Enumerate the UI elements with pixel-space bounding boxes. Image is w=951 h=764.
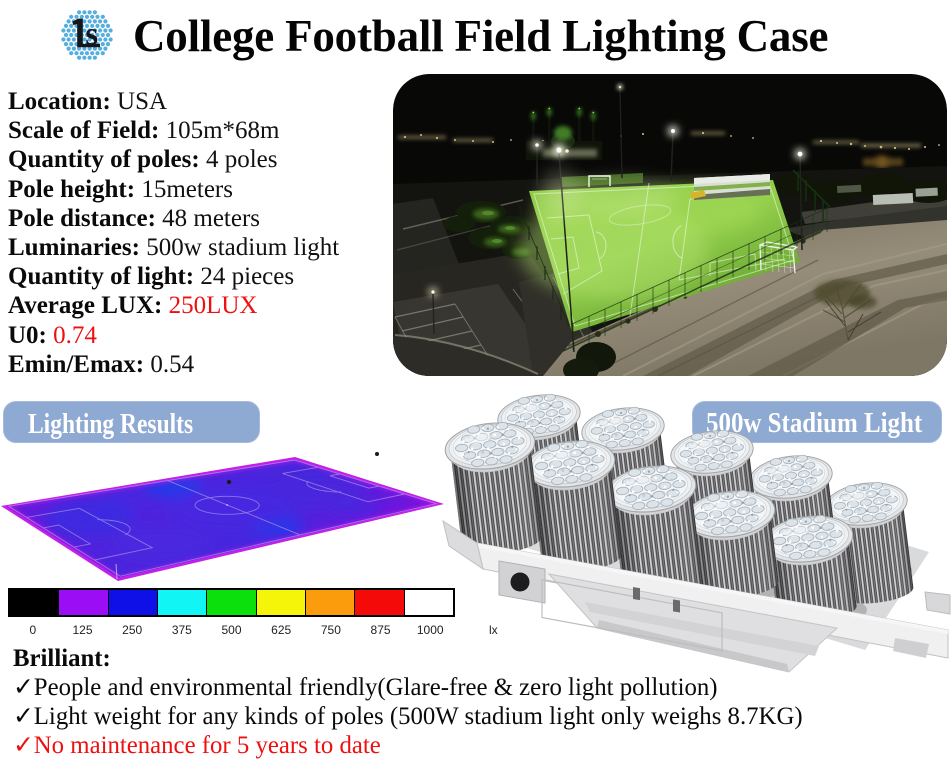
svg-text:s: s	[85, 16, 98, 52]
